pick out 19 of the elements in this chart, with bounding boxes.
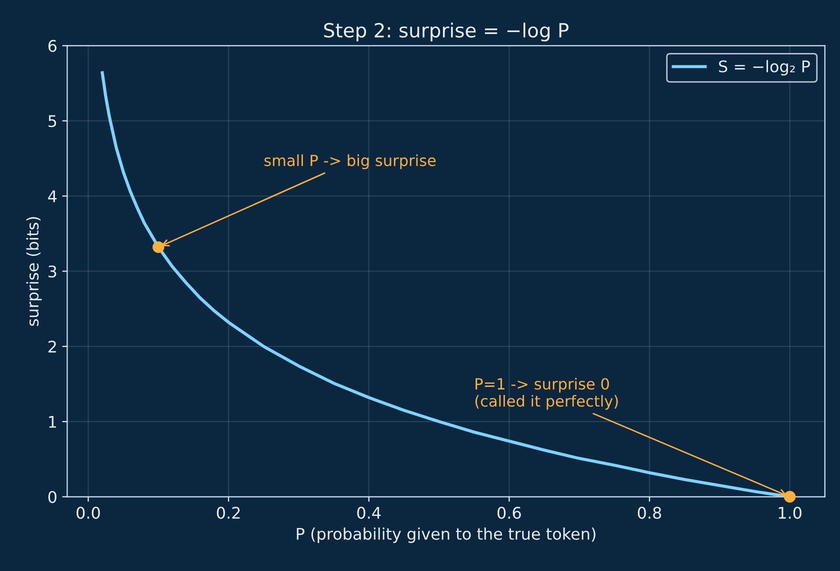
x-axis-title: P (probability given to the true token) xyxy=(296,528,596,543)
chart-title: Step 2: surprise = −log P xyxy=(324,22,569,42)
y-tick-label: 6 xyxy=(48,40,56,52)
y-tick-label: 3 xyxy=(48,265,56,278)
y-tick-label: 5 xyxy=(48,115,56,128)
legend-label: S = −log₂ P xyxy=(719,60,810,76)
annotation: small P -> big surprise xyxy=(264,154,436,170)
x-tick-label: 0.8 xyxy=(638,506,662,519)
y-axis-title: surprise (bits) xyxy=(26,217,42,326)
y-tick-label: 1 xyxy=(49,416,56,428)
y-tick-label: 2 xyxy=(48,340,56,352)
x-tick-label: 0.0 xyxy=(76,506,100,519)
annotation: P=1 -> surprise 0 (called it perfectly) xyxy=(475,378,618,410)
y-tick-label: 4 xyxy=(48,190,57,202)
x-tick-label: 0.2 xyxy=(216,506,240,519)
x-tick-label: 0.6 xyxy=(498,506,521,519)
x-tick-label: 1.0 xyxy=(778,506,802,519)
y-tick-label: 0 xyxy=(48,490,56,504)
x-tick-label: 0.4 xyxy=(357,506,381,519)
